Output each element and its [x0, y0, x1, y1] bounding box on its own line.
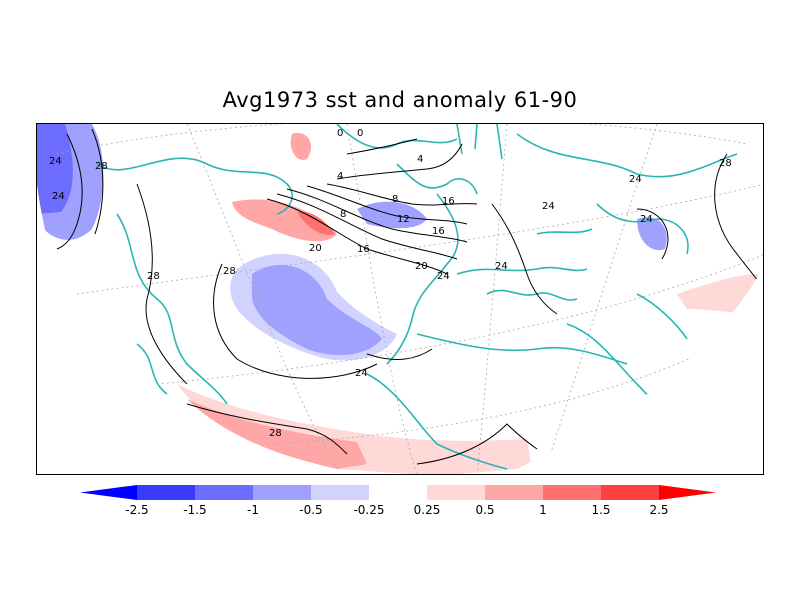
colorbar-label: -0.5	[299, 503, 322, 517]
contour-label: 28	[95, 161, 108, 172]
positive-anomaly-southwest-core	[187, 399, 367, 469]
contour-label: 24	[629, 174, 642, 185]
colorbar-label: 1.5	[591, 503, 610, 517]
contour-label: 0	[337, 128, 343, 139]
contour-label: 16	[432, 226, 445, 237]
contour-label: 16	[357, 244, 370, 255]
colorbar-label: 1	[539, 503, 547, 517]
contour-label: 24	[355, 368, 368, 379]
contour-label: 24	[437, 271, 450, 282]
contour-label: 28	[719, 158, 732, 169]
contour-label: 24	[52, 191, 65, 202]
contour-label: 24	[542, 201, 555, 212]
positive-anomaly-east	[677, 274, 763, 314]
contour-label: 20	[309, 243, 322, 254]
contour-label: 28	[223, 266, 236, 277]
colorbar-max-arrow	[659, 485, 716, 500]
contour-label: 24	[495, 261, 508, 272]
contour-label: 28	[147, 271, 160, 282]
contour-label: 16	[442, 196, 455, 207]
contour-label: 24	[49, 156, 62, 167]
map-canvas: 24 28 28 28 24 28 8 12 16 20 16 20 24 24…	[37, 124, 763, 474]
contour-label: 20	[415, 261, 428, 272]
positive-anomaly-gulf	[232, 199, 337, 242]
map-panel: 24 28 28 28 24 28 8 12 16 20 16 20 24 24…	[36, 123, 764, 475]
contour-label: 4	[337, 171, 343, 182]
colorbar-label: -2.5	[125, 503, 148, 517]
contour-label: 8	[392, 194, 398, 205]
negative-anomaly-caspian	[637, 217, 667, 251]
colorbar-segment	[369, 485, 427, 500]
positive-anomaly-southwest	[177, 384, 532, 474]
colorbar-label: -0.25	[353, 503, 384, 517]
colorbar-label: 0.5	[475, 503, 494, 517]
contour-label: 0	[357, 128, 363, 139]
colorbar-label: 0.25	[414, 503, 441, 517]
colorbar-segment	[137, 485, 195, 500]
colorbar-segment	[601, 485, 659, 500]
colorbar-min-arrow	[80, 485, 137, 500]
colorbar-segment	[311, 485, 369, 500]
colorbar-segment	[543, 485, 601, 500]
colorbar-swatches	[80, 485, 716, 500]
colorbar-label: -1.5	[183, 503, 206, 517]
colorbar-segment	[195, 485, 253, 500]
colorbar-label: -1	[247, 503, 259, 517]
coastlines	[96, 124, 738, 470]
contour-label: 28	[269, 428, 282, 439]
negative-anomaly-west-core	[37, 124, 73, 214]
contour-labels: 24 28 28 28 24 28 8 12 16 20 16 20 24 24…	[49, 128, 732, 439]
colorbar-label: 2.5	[649, 503, 668, 517]
colorbar-labels: -2.5 -1.5 -1 -0.5 -0.25 0.25 0.5 1 1.5 2.5	[125, 503, 668, 517]
chart-title: Avg1973 sst and anomaly 61-90	[222, 88, 578, 112]
contour-label: 8	[340, 209, 346, 220]
colorbar-segment	[253, 485, 311, 500]
contour-label: 24	[640, 214, 653, 225]
colorbar-segment	[485, 485, 543, 500]
sst-contours	[56, 128, 763, 465]
colorbar-segment	[427, 485, 485, 500]
colorbar: -2.5 -1.5 -1 -0.5 -0.25 0.25 0.5 1 1.5 2.5	[80, 485, 716, 517]
positive-anomaly-arctic	[290, 133, 312, 160]
negative-anomaly-central-core	[252, 264, 382, 356]
positive-anomaly-gulf-core	[297, 211, 335, 235]
contour-label: 4	[417, 154, 423, 165]
contour-label: 12	[397, 214, 410, 225]
